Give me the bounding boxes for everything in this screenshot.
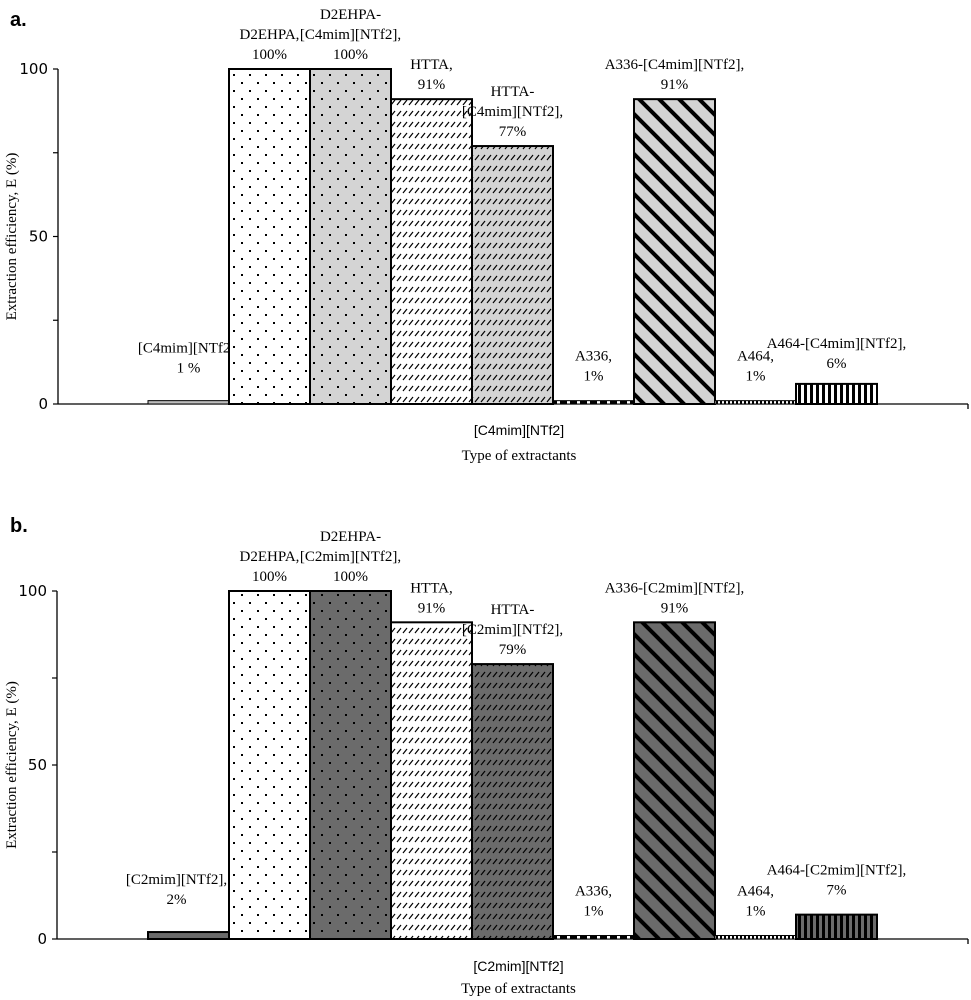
data-label: HTTA, 91% xyxy=(410,580,453,616)
data-label: [C4mim][NTf2], 1 % xyxy=(138,341,239,377)
category-group-label: [C4mim][NTf2] xyxy=(474,422,564,438)
y-tick-label: 0 xyxy=(37,930,47,948)
panel-a: a. 0 50 100 Extraction efficiency, E (%) [C4m… xyxy=(4,7,969,464)
category-group-label: [C2mim][NTf2] xyxy=(473,958,563,974)
y-tick-label: 100 xyxy=(19,60,48,78)
panel-b: b. 0 50 100 Extraction efficiency, E (%) [C2m… xyxy=(4,515,969,997)
data-label: HTTA-[C2mim][NTf2], 79% xyxy=(462,602,563,658)
data-label: A464-[C4mim][NTf2], 6% xyxy=(767,336,907,372)
bar xyxy=(147,931,230,940)
bar xyxy=(795,382,878,405)
bar xyxy=(390,621,473,940)
y-axis-label: Extraction efficiency, E (%) xyxy=(4,681,20,849)
panel-label: a. xyxy=(10,9,27,31)
data-label: [C2mim][NTf2], 2% xyxy=(126,872,227,908)
bar xyxy=(147,400,230,405)
x-axis-label: Type of extractants xyxy=(462,448,577,464)
data-label: HTTA-[C4mim][NTf2], 77% xyxy=(462,84,563,140)
bar xyxy=(471,145,554,406)
data-label: D2EHPA, 100% xyxy=(240,27,300,63)
data-label: A336-[C2mim][NTf2], 91% xyxy=(605,580,745,616)
bar xyxy=(309,590,392,940)
bar xyxy=(228,68,311,405)
bar xyxy=(633,621,716,940)
bar xyxy=(714,400,797,405)
bar xyxy=(309,68,392,405)
data-label: D2EHPA-[C2mim][NTf2], 100% xyxy=(300,529,401,585)
data-label: A336-[C4mim][NTf2], 91% xyxy=(605,57,745,93)
data-label: HTTA, 91% xyxy=(410,57,453,93)
y-tick-label: 50 xyxy=(29,228,48,246)
bar xyxy=(633,98,716,406)
y-tick-label: 0 xyxy=(38,395,48,413)
bar xyxy=(552,400,635,405)
y-axis-label: Extraction efficiency, E (%) xyxy=(4,153,20,321)
data-label: A464, 1% xyxy=(737,884,774,920)
bar xyxy=(228,590,311,940)
y-tick-label: 100 xyxy=(18,582,47,600)
bar xyxy=(552,935,635,940)
bar xyxy=(795,913,878,941)
data-label: D2EHPA-[C4mim][NTf2], 100% xyxy=(300,7,401,63)
bar xyxy=(390,98,473,406)
bar xyxy=(471,663,554,941)
y-tick-label: 50 xyxy=(28,756,47,774)
data-label: D2EHPA, 100% xyxy=(240,549,300,585)
panel-label: b. xyxy=(10,515,28,537)
data-label: A336, 1% xyxy=(575,349,612,385)
x-axis-label: Type of extractants xyxy=(461,981,576,997)
bar xyxy=(714,935,797,940)
data-label: A336, 1% xyxy=(575,884,612,920)
data-label: A464, 1% xyxy=(737,349,774,385)
data-label: A464-[C2mim][NTf2], 7% xyxy=(767,863,907,899)
